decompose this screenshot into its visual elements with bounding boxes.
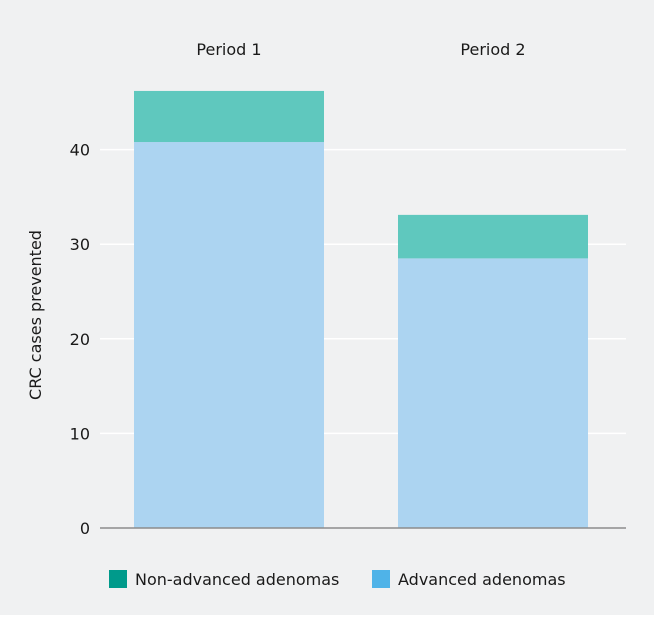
y-tick-label: 20 [70,330,90,349]
y-tick-label: 40 [70,141,90,160]
y-tick-label: 0 [80,519,90,538]
y-tick-label: 30 [70,235,90,254]
axes: 0 10 20 30 40 [70,141,626,538]
bar-non-advanced-adenomas-2 [398,214,588,259]
bar-non-advanced-adenomas-1 [134,90,324,143]
category-label: Period 2 [460,40,525,59]
bar-advanced-adenomas-2 [398,258,588,528]
y-axis-label: CRC cases prevented [26,230,45,400]
category-labels: Period 1 Period 2 [196,40,525,59]
y-tick-label: 10 [70,424,90,443]
legend-swatch [372,570,390,588]
legend-swatch [109,570,127,588]
category-label: Period 1 [196,40,261,59]
bar-advanced-adenomas-1 [134,142,324,529]
legend-label: Advanced adenomas [398,570,566,589]
legend: Non-advanced adenomas Advanced adenomas [109,570,566,589]
legend-label: Non-advanced adenomas [135,570,339,589]
bars [134,90,588,529]
